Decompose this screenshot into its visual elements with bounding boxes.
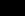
Circle shape bbox=[8, 6, 9, 7]
Text: 5: 5 bbox=[0, 0, 23, 16]
Text: 6: 6 bbox=[0, 0, 23, 16]
Circle shape bbox=[6, 9, 7, 10]
Circle shape bbox=[10, 9, 11, 10]
Circle shape bbox=[6, 8, 7, 9]
Bar bbox=[4, 6, 9, 7]
Circle shape bbox=[15, 9, 17, 11]
Bar bbox=[4, 9, 10, 10]
Bar bbox=[10, 5, 17, 6]
Circle shape bbox=[10, 9, 11, 10]
Circle shape bbox=[7, 8, 8, 9]
Polygon shape bbox=[5, 1, 6, 3]
Circle shape bbox=[4, 8, 5, 9]
Circle shape bbox=[9, 9, 10, 10]
Circle shape bbox=[5, 8, 6, 9]
Circle shape bbox=[13, 9, 14, 10]
Bar bbox=[4, 3, 8, 4]
Circle shape bbox=[6, 8, 7, 9]
Bar bbox=[8, 6, 9, 7]
Bar bbox=[4, 3, 5, 4]
Circle shape bbox=[14, 9, 15, 10]
Circle shape bbox=[4, 10, 5, 11]
Circle shape bbox=[16, 10, 17, 11]
Bar bbox=[4, 3, 10, 9]
Circle shape bbox=[4, 9, 5, 10]
Circle shape bbox=[7, 9, 8, 10]
